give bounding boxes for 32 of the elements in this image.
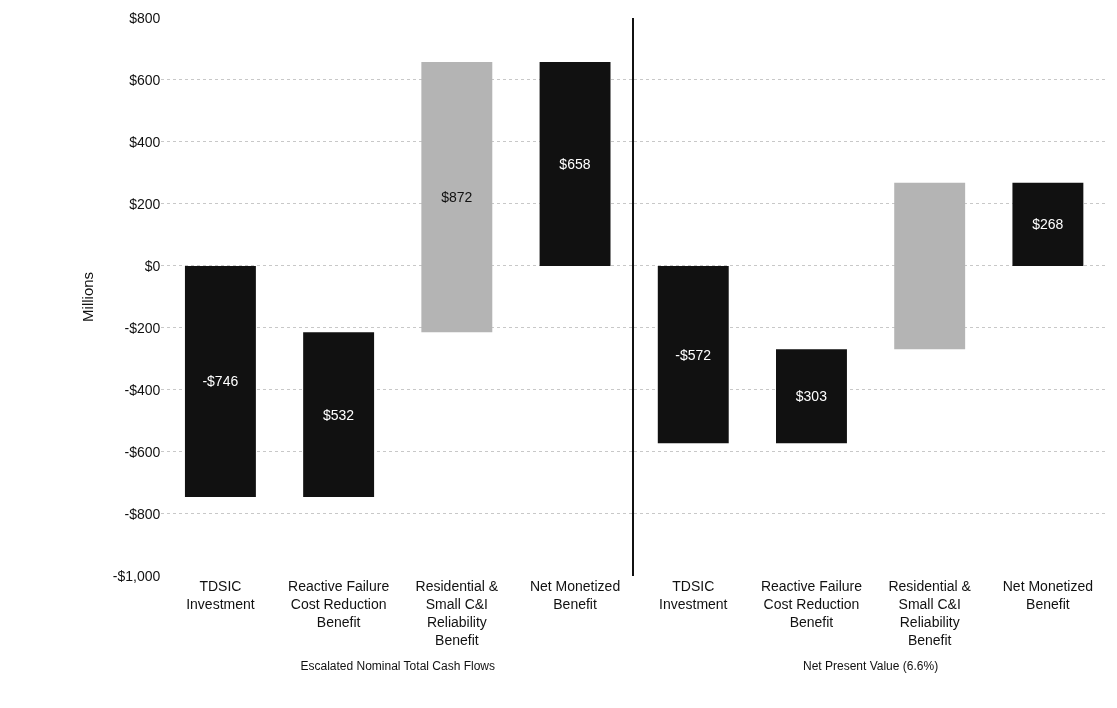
y-tick-label: -$400	[124, 381, 161, 398]
y-tick-label: -$800	[124, 505, 161, 522]
data-label: $303	[795, 388, 828, 405]
data-label: $268	[1032, 216, 1064, 233]
x-tick-label: Residential & Small C&I Reliability Benefit	[888, 577, 972, 649]
x-axis-title: Net Present Value (6.6%)	[802, 659, 939, 674]
x-tick-label: TDSIC Investment	[186, 577, 255, 612]
x-tick-label: Net Monetized Benefit	[529, 577, 621, 612]
bar	[421, 62, 493, 333]
y-tick-label: $0	[144, 257, 161, 274]
data-label: $532	[322, 406, 355, 423]
x-tick-label: TDSIC Investment	[659, 577, 728, 612]
x-tick-label: Net Monetized Benefit	[1002, 577, 1094, 612]
bar	[184, 265, 256, 498]
data-label: -$746	[202, 373, 239, 390]
bar	[303, 332, 375, 498]
y-tick-label: $200	[129, 195, 161, 212]
y-tick-label: -$1,000	[112, 567, 161, 584]
y-tick-label: -$200	[124, 319, 161, 336]
x-tick-label: Residential & Small C&I Reliability Benefit	[415, 577, 499, 649]
y-tick-label: $600	[129, 71, 161, 88]
y-tick-label: $400	[129, 133, 161, 150]
x-tick-label: Reactive Failure Cost Reduction Benefit	[288, 577, 390, 631]
data-label: $658	[559, 155, 591, 172]
y-axis-title: Millions	[79, 271, 97, 322]
bar	[539, 62, 611, 266]
data-label: $872	[441, 189, 473, 206]
data-label: -$572	[675, 346, 712, 363]
x-tick-label: Reactive Failure Cost Reduction Benefit	[760, 577, 863, 631]
x-axis-title: Escalated Nominal Total Cash Flows	[300, 659, 495, 674]
y-tick-label: -$600	[124, 443, 161, 460]
y-tick-label: $800	[129, 9, 161, 26]
